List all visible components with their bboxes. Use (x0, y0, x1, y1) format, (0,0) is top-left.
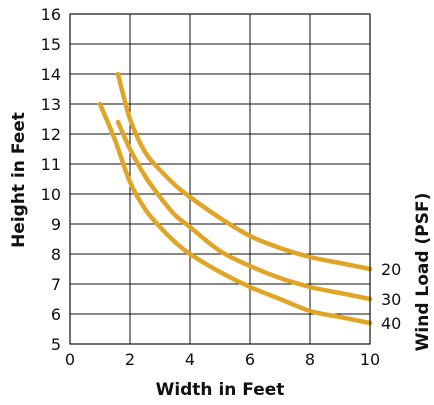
x-tick-label-5: 10 (360, 350, 380, 369)
grid-lines (69, 13, 371, 345)
y-tick-label-7: 12 (41, 125, 61, 144)
x-tick-label-4: 8 (305, 350, 315, 369)
x-tick-label-1: 2 (125, 350, 135, 369)
series-label-30: 30 (381, 290, 401, 309)
series-line-30 (115, 119, 373, 302)
x-axis-ticks: 0 2 4 6 8 10 (65, 350, 380, 369)
x-tick-label-3: 6 (245, 350, 255, 369)
series-label-20: 20 (381, 260, 401, 279)
series-line-40 (97, 101, 373, 326)
y-tick-label-3: 8 (51, 245, 61, 264)
y-tick-label-1: 6 (51, 305, 61, 324)
y-tick-label-6: 11 (41, 155, 61, 174)
x-tick-label-0: 0 (65, 350, 75, 369)
y-tick-label-4: 9 (51, 215, 61, 234)
y-tick-label-8: 13 (41, 95, 61, 114)
series-axis-title: Wind Load (PSF) (413, 193, 433, 352)
y-axis-ticks: 5 6 7 8 9 10 11 12 13 14 15 16 (41, 5, 61, 354)
x-axis-title: Width in Feet (156, 380, 285, 400)
y-tick-label-11: 16 (41, 5, 61, 24)
y-tick-label-2: 7 (51, 275, 61, 294)
y-tick-label-10: 15 (41, 35, 61, 54)
series-label-40: 40 (381, 314, 401, 333)
y-axis-title: Height in Feet (9, 112, 29, 248)
plot-frame (69, 13, 371, 345)
y-tick-label-9: 14 (41, 65, 61, 84)
y-tick-label-5: 10 (41, 185, 61, 204)
x-tick-label-2: 4 (185, 350, 195, 369)
y-tick-label-0: 5 (51, 335, 61, 354)
series-labels: 20 30 40 (381, 260, 401, 333)
series-line-20 (115, 71, 373, 272)
series-curves (97, 71, 373, 326)
